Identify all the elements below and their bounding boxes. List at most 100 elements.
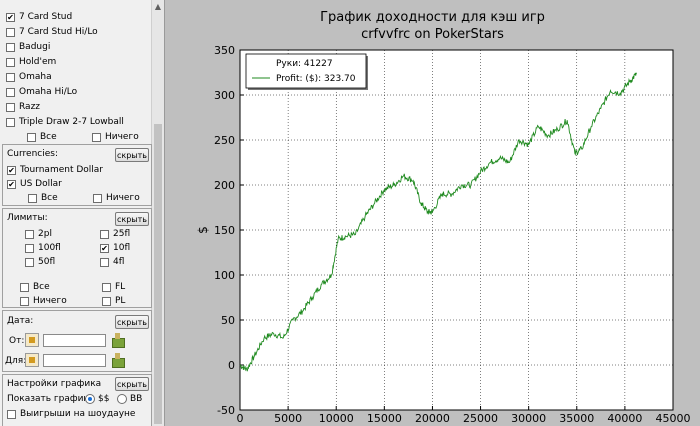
limits-pl-row[interactable]: PL bbox=[102, 294, 125, 308]
currencies-none-checkbox[interactable] bbox=[93, 193, 102, 203]
graph-settings-title: Настройки графика bbox=[7, 379, 102, 389]
limits-pl-label: PL bbox=[115, 296, 126, 306]
currencies-group: Currencies: скрыть Tournament Dollar US … bbox=[2, 144, 152, 206]
limit-checkbox[interactable] bbox=[25, 229, 34, 239]
limit-row[interactable]: 25fl bbox=[100, 227, 130, 241]
dates-group: Дата: скрыть От: Для: bbox=[2, 310, 152, 372]
date-from-label: От: bbox=[9, 336, 25, 346]
y-tick-label: 300 bbox=[214, 89, 235, 102]
calendar-to-icon[interactable] bbox=[25, 353, 39, 367]
date-from-input[interactable] bbox=[43, 334, 106, 347]
limit-label: 10fl bbox=[113, 243, 131, 253]
game-row[interactable]: 7 Card Stud Hi/Lo bbox=[6, 25, 98, 39]
dates-title: Дата: bbox=[7, 316, 34, 326]
games-all-checkbox[interactable] bbox=[27, 132, 36, 142]
calendar-from-icon[interactable] bbox=[25, 333, 39, 347]
game-checkbox[interactable] bbox=[6, 42, 15, 52]
profit-series-line bbox=[239, 72, 638, 372]
filter-scrollbar[interactable]: ▲ bbox=[151, 0, 164, 426]
x-tick-label: 35000 bbox=[559, 412, 594, 425]
game-label: Omaha bbox=[19, 72, 52, 82]
limits-none-label: Ничего bbox=[33, 296, 67, 306]
limits-fl-row[interactable]: FL bbox=[102, 280, 125, 294]
scroll-up-icon[interactable]: ▲ bbox=[154, 2, 162, 11]
game-checkbox[interactable] bbox=[6, 102, 15, 112]
game-checkbox[interactable] bbox=[6, 117, 15, 127]
game-row[interactable]: Omaha Hi/Lo bbox=[6, 85, 77, 99]
currencies-none-row[interactable]: Ничего bbox=[93, 191, 140, 205]
currencies-all-row[interactable]: Все bbox=[28, 191, 58, 205]
radio-bb-button[interactable] bbox=[117, 394, 127, 404]
limit-row[interactable]: 10fl bbox=[100, 241, 130, 255]
limit-checkbox[interactable] bbox=[100, 229, 109, 239]
limits-hide-button[interactable]: скрыть bbox=[115, 212, 149, 226]
game-label: Omaha Hi/Lo bbox=[19, 87, 78, 97]
scroll-thumb[interactable] bbox=[154, 124, 162, 424]
dates-hide-button[interactable]: скрыть bbox=[115, 315, 149, 329]
limits-none-checkbox[interactable] bbox=[20, 296, 29, 306]
currency-row[interactable]: US Dollar bbox=[7, 177, 62, 191]
radio-dollars[interactable]: $$ bbox=[85, 392, 109, 406]
date-to-input[interactable] bbox=[43, 354, 106, 367]
games-all-label: Все bbox=[40, 132, 57, 142]
showdown-winnings-row[interactable]: Выигрыши на шоудауне bbox=[7, 407, 135, 421]
game-checkbox[interactable] bbox=[6, 72, 15, 82]
currencies-all-checkbox[interactable] bbox=[28, 193, 37, 203]
show-graph-label: Показать график: bbox=[7, 394, 92, 404]
limit-checkbox[interactable] bbox=[25, 257, 34, 267]
limits-pl-checkbox[interactable] bbox=[102, 296, 111, 306]
game-label: Razz bbox=[19, 102, 41, 112]
limit-row[interactable]: 100fl bbox=[25, 241, 61, 255]
limits-none-row[interactable]: Ничего bbox=[20, 294, 67, 308]
limit-checkbox[interactable] bbox=[100, 243, 109, 253]
limit-row[interactable]: 4fl bbox=[100, 255, 124, 269]
limits-all-row[interactable]: Все bbox=[20, 280, 50, 294]
limit-label: 50fl bbox=[38, 257, 56, 267]
x-tick-label: 45000 bbox=[656, 412, 691, 425]
limit-checkbox[interactable] bbox=[25, 243, 34, 253]
currency-row[interactable]: Tournament Dollar bbox=[7, 163, 103, 177]
game-checkbox[interactable] bbox=[6, 87, 15, 97]
y-axis-label: $ bbox=[196, 226, 210, 234]
game-label: Badugi bbox=[19, 42, 51, 52]
currencies-hide-button[interactable]: скрыть bbox=[115, 148, 149, 162]
radio-dollars-button[interactable] bbox=[85, 394, 95, 404]
game-checkbox[interactable] bbox=[6, 57, 15, 67]
games-all-row[interactable]: Все bbox=[27, 130, 57, 144]
game-row[interactable]: Badugi bbox=[6, 40, 50, 54]
game-row[interactable]: Triple Draw 2-7 Lowball bbox=[6, 115, 124, 129]
legend-box bbox=[245, 53, 367, 89]
profit-chart: 0 5000 10000 15000 20000 25000 30000 35000 40000… bbox=[196, 44, 691, 425]
clear-to-icon[interactable] bbox=[111, 353, 125, 368]
game-row[interactable]: 7 Card Stud bbox=[6, 10, 72, 24]
currency-checkbox[interactable] bbox=[7, 179, 16, 189]
limit-row[interactable]: 2pl bbox=[25, 227, 52, 241]
currencies-all-label: Все bbox=[41, 193, 58, 203]
showdown-winnings-checkbox[interactable] bbox=[7, 409, 16, 419]
games-none-row[interactable]: Ничего bbox=[92, 130, 139, 144]
radio-bb[interactable]: BB bbox=[117, 392, 142, 406]
graph-settings-group: Настройки графика скрыть Показать график… bbox=[2, 374, 152, 426]
game-row[interactable]: Razz bbox=[6, 100, 40, 114]
limit-checkbox[interactable] bbox=[100, 257, 109, 267]
game-row[interactable]: Omaha bbox=[6, 70, 52, 84]
graph-settings-hide-button[interactable]: скрыть bbox=[115, 377, 149, 391]
showdown-winnings-label: Выигрыши на шоудауне bbox=[20, 409, 136, 419]
limit-label: 4fl bbox=[113, 257, 125, 267]
limits-all-checkbox[interactable] bbox=[20, 282, 29, 292]
game-checkbox[interactable] bbox=[6, 12, 15, 22]
game-checkbox[interactable] bbox=[6, 27, 15, 37]
y-tick-label: 100 bbox=[214, 269, 235, 282]
currency-checkbox[interactable] bbox=[7, 165, 16, 175]
clear-from-icon[interactable] bbox=[111, 333, 125, 348]
limit-row[interactable]: 50fl bbox=[25, 255, 55, 269]
x-tick-label: 20000 bbox=[415, 412, 450, 425]
limits-fl-checkbox[interactable] bbox=[102, 282, 111, 292]
games-none-checkbox[interactable] bbox=[92, 132, 101, 142]
legend-profit-text: Profit: ($): 323.70 bbox=[276, 74, 356, 84]
x-tick-label: 25000 bbox=[463, 412, 498, 425]
radio-bb-label: BB bbox=[130, 394, 143, 404]
limits-group: Лимиты: скрыть 2pl 25fl 100fl 10fl 50fl … bbox=[2, 208, 152, 308]
game-row[interactable]: Hold'em bbox=[6, 55, 56, 69]
filter-panel: ▲ 7 Card Stud 7 Card Stud Hi/Lo Badugi H… bbox=[0, 0, 165, 426]
